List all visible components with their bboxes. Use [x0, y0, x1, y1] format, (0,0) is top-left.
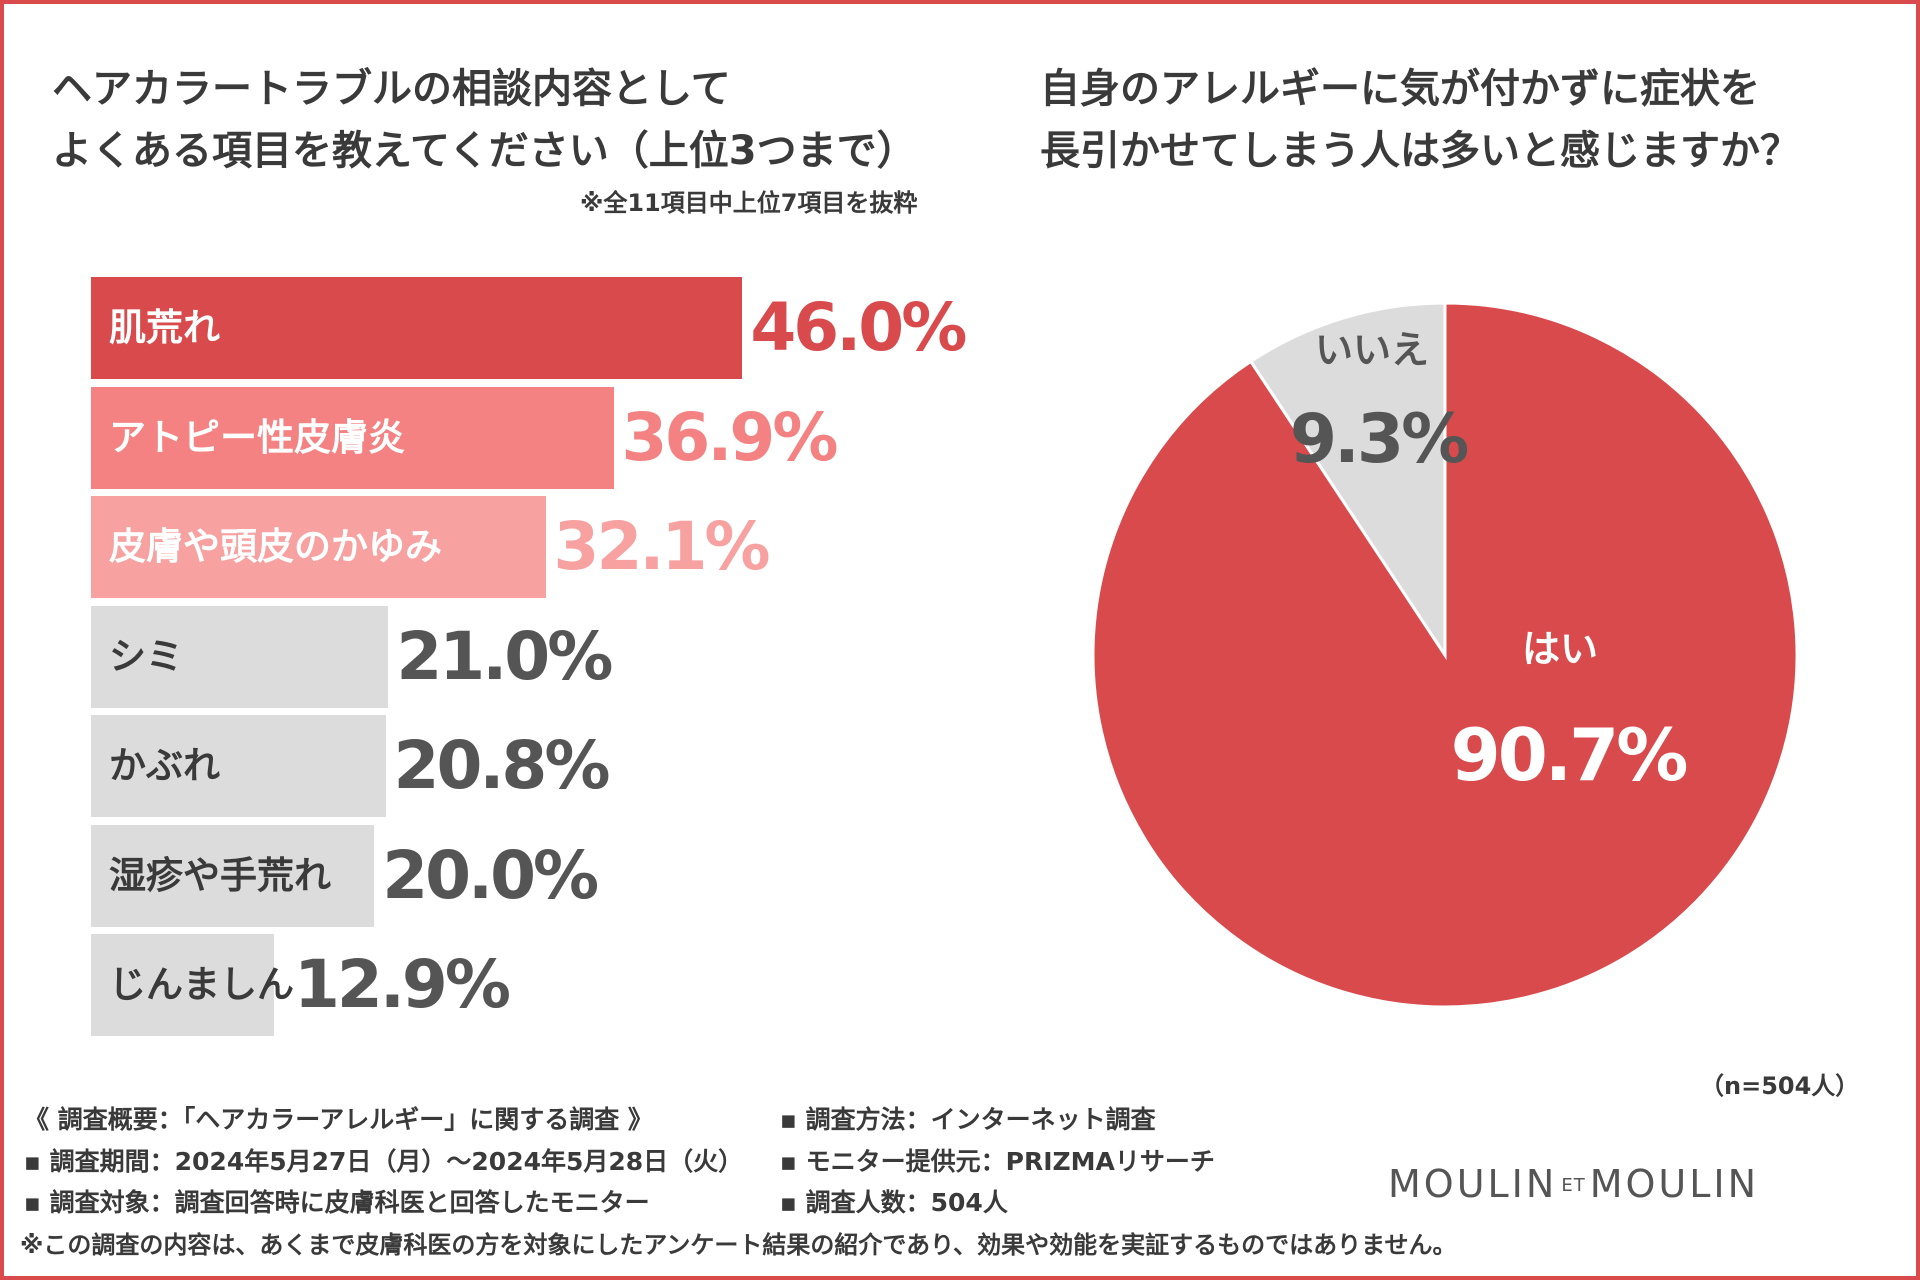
bar-value-6: 20.0% — [382, 836, 599, 914]
bar-value-3: 32.1% — [553, 508, 771, 585]
bar-6 — [91, 824, 375, 927]
bar-value-4: 21.0% — [396, 617, 613, 695]
pie-chart-title-line1: 自身のアレルギーに気が付かずに症状を — [1040, 66, 1760, 112]
bar-value-7: 12.9% — [294, 946, 511, 1023]
bar-7 — [91, 934, 274, 1036]
survey-target: ▪ 調査対象：調査回答時に皮膚科医と回答したモニター — [24, 1188, 650, 1217]
bar-chart-title-line1: ヘアカラートラブルの相談内容として — [52, 66, 731, 112]
bar-1 — [91, 277, 743, 379]
pie-label-1: はい — [1522, 627, 1598, 671]
logo-right-word: MOULIN — [1589, 1162, 1760, 1206]
pie-chart: はい 90.7% いいえ 9.3% — [1090, 300, 1800, 1010]
pie-value-2: 9.3% — [1290, 400, 1467, 479]
survey-provider: ▪ モニター提供元：PRIZMAリサーチ — [780, 1147, 1215, 1176]
pie-chart-title-line2: 長引かせてしまう人は多いと感じますか？ — [1040, 128, 1800, 174]
bar-chart: 肌荒れ 46.0% アトピー性皮膚炎 36.9% 皮膚や頭皮のかゆみ 32.1% シミ 21.… — [91, 277, 967, 1041]
survey-period: ▪ 調査期間：2024年5月27日（月）～2024年5月28日（火） — [24, 1147, 744, 1176]
bar-label-6: 湿疹や手荒れ — [109, 853, 331, 897]
pie-slice-2 — [1248, 301, 1447, 660]
brand-logo: MOULIN ET MOULIN — [1388, 1162, 1759, 1206]
bar-label-3: 皮膚や頭皮のかゆみ — [109, 525, 442, 568]
bar-chart-title-line2: よくある項目を教えてください（上位3つまで） — [52, 128, 917, 174]
bar-label-1: 肌荒れ — [109, 306, 220, 349]
survey-count: ▪ 調査人数：504人 — [780, 1188, 1008, 1217]
logo-middle-word: ET — [1561, 1175, 1586, 1196]
bar-5 — [91, 715, 386, 817]
bar-value-1: 46.0% — [750, 289, 967, 366]
survey-method: ▪ 調査方法：インターネット調査 — [780, 1105, 1156, 1134]
logo-left-word: MOULIN — [1388, 1162, 1558, 1206]
bar-label-5: かぶれ — [109, 744, 220, 787]
bar-2 — [91, 386, 614, 489]
bar-label-2: アトピー性皮膚炎 — [109, 415, 405, 459]
bar-4 — [91, 605, 389, 708]
pie-value-1: 90.7% — [1451, 713, 1687, 797]
disclaimer: ※この調査の内容は、あくまで皮膚科医の方を対象にしたアンケート結果の紹介であり、… — [20, 1231, 1457, 1259]
sample-size: （n=504人） — [1700, 1072, 1860, 1100]
bar-value-5: 20.8% — [393, 727, 611, 804]
bar-label-4: シミ — [109, 634, 183, 678]
survey-summary: 《 調査概要：「ヘアカラーアレルギー」に関する調査 》 — [24, 1105, 653, 1134]
bar-3 — [91, 496, 546, 598]
bar-label-7: じんましん — [109, 963, 294, 1006]
bar-value-2: 36.9% — [621, 398, 839, 476]
bar-chart-note: ※全11項目中上位7項目を抜粋 — [580, 189, 918, 217]
pie-label-2: いいえ — [1315, 328, 1429, 372]
